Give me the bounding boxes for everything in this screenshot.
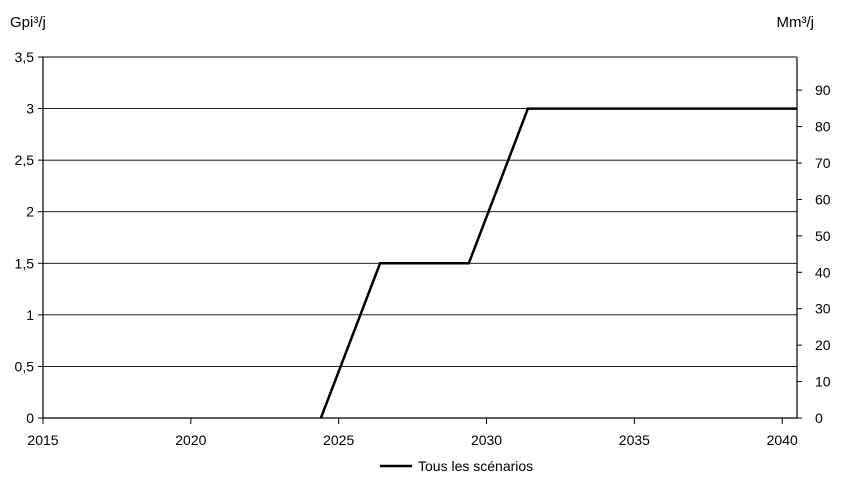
x-tick-label: 2020 — [175, 432, 206, 448]
y-right-tick-label: 60 — [815, 191, 831, 207]
x-tick-label: 2035 — [619, 432, 650, 448]
series-line-0 — [319, 107, 797, 419]
y-left-unit-label: Gpi³/j — [10, 14, 46, 31]
y-right-tick-label: 80 — [815, 119, 831, 135]
y-left-tick-label: 1,5 — [15, 255, 35, 271]
y-left-tick-label: 2,5 — [15, 152, 35, 168]
x-tick-label: 2015 — [27, 432, 58, 448]
legend-label: Tous les scénarios — [418, 458, 533, 474]
y-left-tick-label: 2 — [26, 204, 34, 220]
y-left-tick-label: 1 — [26, 307, 34, 323]
x-tick-label: 2030 — [471, 432, 502, 448]
x-tick-label: 2025 — [323, 432, 354, 448]
y-right-tick-label: 10 — [815, 374, 831, 390]
y-left-tick-label: 0 — [26, 410, 34, 426]
y-left-tick-label: 3 — [26, 101, 34, 117]
y-right-tick-label: 30 — [815, 301, 831, 317]
series-lines — [319, 107, 797, 419]
axes — [38, 56, 802, 424]
y-right-tick-label: 70 — [815, 155, 831, 171]
y-right-tick-label: 90 — [815, 82, 831, 98]
x-tick-label: 2040 — [767, 432, 798, 448]
y-right-tick-label: 20 — [815, 337, 831, 353]
gridlines — [43, 56, 797, 367]
y-right-tick-label: 0 — [815, 410, 823, 426]
y-left-tick-label: 3,5 — [15, 49, 35, 65]
y-right-unit-label: Mm³/j — [777, 14, 815, 31]
legend: Tous les scénarios — [380, 458, 533, 474]
y-right-tick-label: 40 — [815, 264, 831, 280]
y-left-tick-label: 0,5 — [15, 358, 35, 374]
y-right-tick-label: 50 — [815, 228, 831, 244]
